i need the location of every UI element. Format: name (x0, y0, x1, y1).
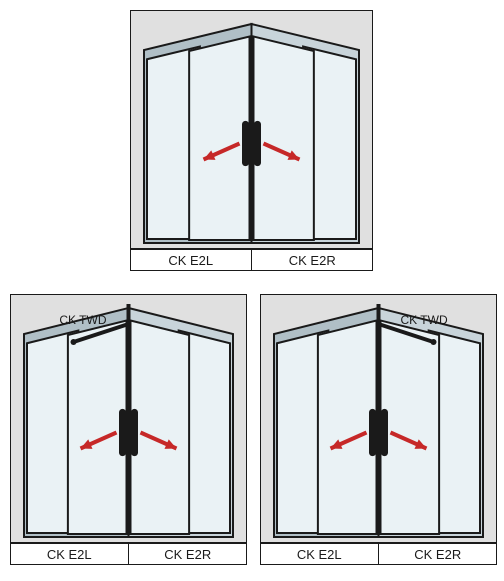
label-left: CK E2L (168, 253, 213, 268)
twd-bracket (71, 339, 77, 345)
label-right: CK E2R (414, 547, 461, 562)
label-left: CK E2L (47, 547, 92, 562)
glass-right-sliding (131, 320, 190, 534)
twd-label: CK TWD (59, 313, 106, 327)
twd-bracket (431, 339, 437, 345)
diagram-panel-bottom_right: CK TWD CK E2L CK E2R (260, 294, 497, 565)
diagram-panel-bottom_left: CK TWD CK E2L CK E2R (10, 294, 247, 565)
label-left: CK E2L (297, 547, 342, 562)
label-right: CK E2R (289, 253, 336, 268)
glass-right-sliding (381, 320, 440, 534)
glass-right-sliding (254, 36, 314, 240)
glass-left-sliding (318, 320, 377, 534)
glass-left-sliding (68, 320, 127, 534)
twd-label: CK TWD (401, 313, 448, 327)
label-right: CK E2R (164, 547, 211, 562)
glass-left-sliding (189, 36, 249, 240)
diagram-panel-top: CK E2L CK E2R (130, 10, 373, 271)
